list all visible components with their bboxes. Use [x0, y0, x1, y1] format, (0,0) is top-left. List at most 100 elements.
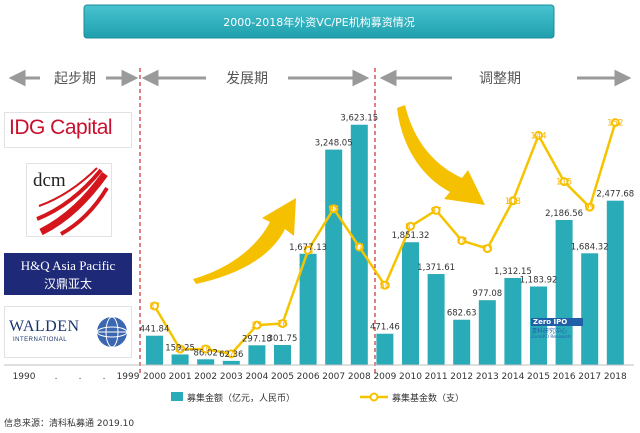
bar-label-2009: 471.46: [370, 323, 400, 333]
bar-2005: [274, 344, 291, 365]
trend-arrow-down: [397, 105, 485, 205]
line-label-2011: 97: [431, 206, 442, 216]
bar-label-2006: 1,677.13: [289, 243, 327, 253]
x-tick-2002: 2002: [194, 372, 217, 382]
x-tick-2006: 2006: [297, 372, 320, 382]
line-label-2013: 73: [482, 245, 493, 255]
bar-label-2001: 159.25: [165, 343, 195, 353]
title-banner: [83, 4, 555, 39]
bar-label-2003: 62.36: [219, 350, 243, 360]
line-point-2016: [559, 177, 569, 187]
line-point-2018: [610, 118, 620, 128]
x-tick-2007: 2007: [322, 372, 345, 382]
x-tick-2011: 2011: [425, 372, 448, 382]
line-label-2007: 98: [328, 205, 339, 215]
line-label-2001: 10: [175, 345, 186, 355]
zeroipo-brand: Zero IPO: [531, 318, 583, 326]
bar-label-2004: 297.18: [242, 334, 272, 344]
zeroipo-cn: 清科研究中心: [531, 328, 568, 335]
line-label-2010: 87: [405, 222, 416, 232]
line-point-2000: [150, 301, 159, 311]
x-tick-2003: 2003: [220, 372, 243, 382]
x-tick-2014: 2014: [501, 372, 524, 382]
line-point-2011: [431, 205, 441, 215]
x-tick-pre-3: .: [103, 372, 106, 382]
legend-line-label: 募集基金数（支）: [392, 392, 464, 404]
line-point-2002: [201, 344, 211, 354]
line-label-2002: 10: [200, 345, 211, 355]
idg-capital-logo: IDG Capital: [4, 112, 132, 148]
x-tick-2013: 2013: [476, 372, 499, 382]
hq-asia-pacific-text: H&Q Asia Pacific: [20, 258, 116, 273]
hq-chinese-name: 汉鼎亚太: [43, 277, 92, 291]
dcm-logo: dcm: [26, 163, 112, 237]
bar-2018: [606, 200, 624, 365]
walden-text: WALDEN: [9, 318, 80, 335]
line-label-2018: 152: [607, 119, 623, 129]
bar-label-2016: 2,186.56: [545, 209, 583, 219]
bar-label-2015: 1,183.92: [520, 275, 558, 285]
line-label-2004: 25: [251, 321, 262, 331]
line-point-2005: [278, 319, 287, 329]
bar-label-2002: 86.02: [194, 348, 218, 358]
x-tick-2010: 2010: [399, 372, 422, 382]
bar-label-2008: 3,623.15: [340, 114, 378, 124]
bar-2012: [453, 319, 471, 365]
line-point-2004: [252, 320, 262, 330]
phase-label-adjust: 调整期: [479, 71, 521, 87]
walden-globe-icon: [96, 316, 128, 348]
bar-2011: [427, 274, 445, 365]
bar-2013: [478, 300, 496, 365]
bar-2010: [402, 242, 419, 365]
bar-label-2000: 441.84: [140, 325, 170, 335]
x-tick-2009: 2009: [373, 372, 396, 382]
line-point-2015: [534, 130, 543, 140]
bar-label-2017: 1,684.32: [571, 242, 609, 252]
bar-2014: [504, 277, 522, 365]
phase-label-start: 起步期: [54, 71, 96, 87]
x-tick-2018: 2018: [604, 372, 627, 382]
line-label-2005: 26: [277, 320, 288, 330]
bar-label-2018: 2,477.68: [596, 190, 634, 200]
bar-2002: [197, 359, 215, 365]
line-point-2017: [585, 202, 595, 212]
x-tick-pre-1: .: [55, 372, 58, 382]
line-label-2016: 115: [556, 178, 572, 188]
x-tick-2012: 2012: [450, 372, 473, 382]
line-point-2008: [354, 242, 364, 252]
line-label-2006: 72: [303, 246, 314, 256]
bar-2016: [555, 219, 573, 365]
zeroipo-watermark: Zero IPO 清科研究中心 ZeroIPO Research: [531, 318, 583, 344]
line-label-2017: 99: [584, 203, 595, 213]
legend-bar-swatch: [171, 392, 183, 401]
bar-label-2007: 3,248.05: [315, 139, 353, 149]
x-tick-2004: 2004: [245, 372, 268, 382]
x-ticks-group: 2000 2001 2002 2003 2004 2005 2006 2007 2008 2009…: [13, 372, 627, 382]
line-group: [150, 118, 620, 359]
bar-2017: [581, 253, 599, 365]
line-label-2003: 7: [229, 350, 234, 360]
legend-line-marker: [369, 392, 379, 402]
x-tick-2008: 2008: [348, 372, 371, 382]
line-label-2009: 50: [379, 281, 390, 291]
x-tick-pre-2: .: [79, 372, 82, 382]
chart-title: 2000-2018年外资VC/PE机构募资情况: [223, 15, 414, 29]
line-point-2010: [406, 221, 415, 231]
line-point-2009: [380, 280, 390, 290]
x-tick-pre-4: 1999: [117, 372, 140, 382]
line-label-2015: 144: [530, 131, 546, 141]
bar-2001: [171, 354, 189, 365]
walden-international-logo: WALDEN INTERNATIONAL: [4, 306, 132, 358]
line-point-2003: [226, 349, 236, 359]
bar-2006: [299, 253, 317, 365]
bar-2003: [222, 360, 240, 365]
line-point-2013: [482, 244, 492, 254]
bar-2000: [146, 335, 163, 365]
x-tick-2016: 2016: [553, 372, 576, 382]
line-point-2006: [303, 245, 313, 255]
line-label-2008: 74: [354, 243, 365, 253]
walden-subtext: INTERNATIONAL: [13, 337, 68, 343]
